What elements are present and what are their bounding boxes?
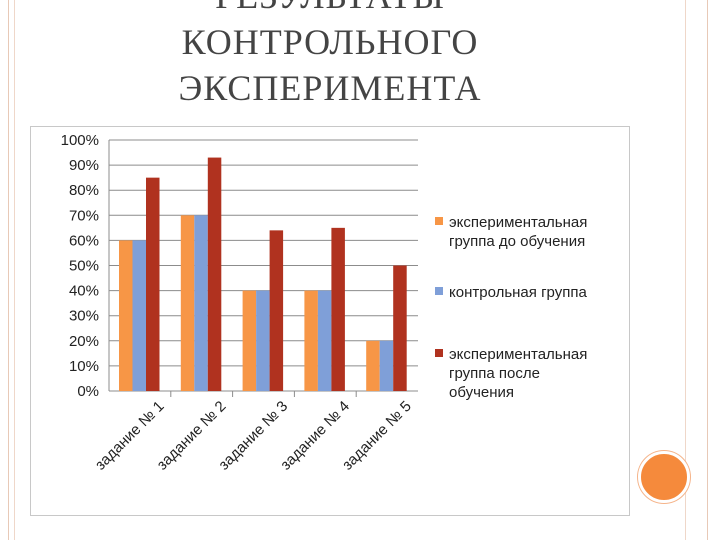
bar [132,240,146,391]
legend-label: обучения [449,384,514,401]
chart-container: 0% 10% 20% 30% 40% 50% 60% 70% 80% 90% 100% задание… [30,126,630,516]
legend-label: группа после [449,365,540,382]
y-tick-label: 30% [69,308,99,325]
bar [146,177,160,391]
y-tick-label: 50% [69,258,99,275]
legend-label: экспериментальная [449,214,587,231]
bar [366,340,380,391]
bar [119,240,133,391]
slide-frame-inner [14,0,686,540]
y-tick-label: 90% [69,157,99,174]
slide-frame-outer [8,0,708,540]
bar [317,290,332,391]
legend-swatch [435,349,443,357]
legend-label: группа до обучения [449,233,585,250]
bar [180,215,195,391]
legend-swatch [435,217,443,225]
y-tick-label: 60% [69,232,99,249]
bar [393,265,407,391]
legend-swatch [435,287,443,295]
bar [207,157,222,391]
bar [331,227,345,391]
y-tick-label: 20% [69,333,99,350]
slide-title-line-2: КОНТРОЛЬНОГО [181,22,479,62]
legend-label: контрольная группа [449,284,587,301]
bar [304,290,318,391]
bar-chart: 0%10%20%30%40%50%60%70%80%90%100%задание… [61,132,588,474]
y-tick-label: 100% [61,132,99,149]
slide-title-line-1: РЕЗУЛЬТАТЫ [110,0,550,18]
slide-title-line-3: ЭКСПЕРИМЕНТА [178,68,482,108]
y-tick-label: 70% [69,207,99,224]
bar [269,230,284,391]
bar [256,290,270,391]
y-tick-label: 40% [69,283,99,300]
legend-label: экспериментальная [449,346,587,363]
y-tick-label: 80% [69,182,99,199]
y-tick-label: 10% [69,358,99,375]
y-tick-label: 0% [77,383,99,400]
decorative-circle [638,451,690,503]
bar [194,215,208,391]
bar [242,290,257,391]
bar [379,340,394,391]
